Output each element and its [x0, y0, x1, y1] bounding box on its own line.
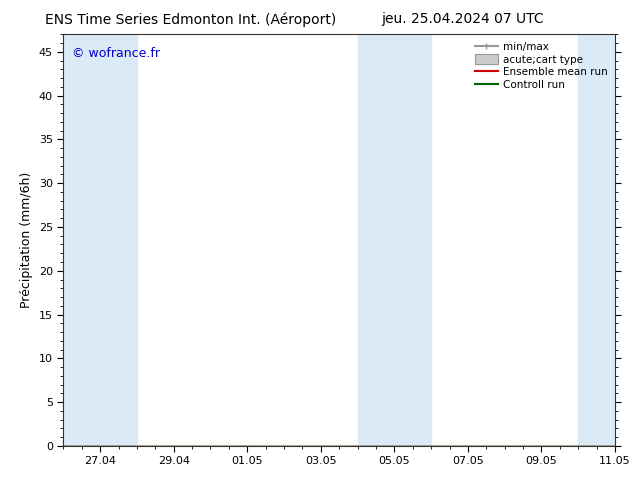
Y-axis label: Précipitation (mm/6h): Précipitation (mm/6h): [20, 172, 34, 308]
Legend: min/max, acute;cart type, Ensemble mean run, Controll run: min/max, acute;cart type, Ensemble mean …: [473, 40, 610, 93]
Text: ENS Time Series Edmonton Int. (Aéroport): ENS Time Series Edmonton Int. (Aéroport): [44, 12, 336, 27]
Text: © wofrance.fr: © wofrance.fr: [72, 47, 160, 60]
Bar: [63, 34, 137, 446]
Text: jeu. 25.04.2024 07 UTC: jeu. 25.04.2024 07 UTC: [382, 12, 544, 26]
Bar: [578, 34, 615, 446]
Bar: [358, 34, 431, 446]
